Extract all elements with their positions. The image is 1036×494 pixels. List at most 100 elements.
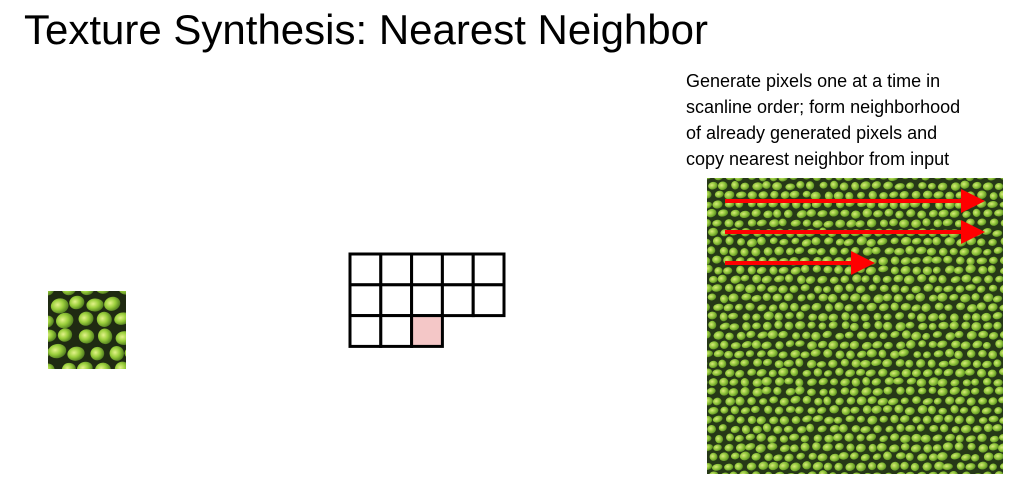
texture-scale xyxy=(824,191,834,201)
texture-scale xyxy=(945,433,955,442)
texture-scale xyxy=(808,452,817,460)
texture-scale xyxy=(735,283,745,292)
texture-scale xyxy=(912,396,921,404)
texture-scale xyxy=(993,246,1003,254)
texture-scale xyxy=(893,377,904,385)
texture-scale xyxy=(707,219,712,227)
texture-scale xyxy=(982,182,994,191)
texture-scale xyxy=(851,359,861,368)
texture-scale xyxy=(757,236,766,246)
texture-scale xyxy=(967,442,976,451)
texture-scale xyxy=(932,444,942,452)
texture-scale xyxy=(829,388,837,397)
texture-scale xyxy=(802,415,812,423)
texture-scale xyxy=(894,404,904,414)
texture-scale xyxy=(785,406,796,413)
texture-scale xyxy=(922,415,932,424)
texture-scale xyxy=(802,331,811,340)
texture-scale xyxy=(713,331,725,340)
texture-scale xyxy=(728,388,739,397)
texture-scale xyxy=(785,274,794,283)
texture-scale xyxy=(745,433,755,441)
grid-cell xyxy=(379,283,414,318)
texture-scale xyxy=(817,425,827,433)
texture-scale xyxy=(983,386,994,395)
texture-scale xyxy=(934,302,944,311)
texture-scale xyxy=(938,209,949,218)
texture-scale xyxy=(734,462,743,471)
texture-scale xyxy=(707,463,713,470)
texture-scale xyxy=(796,311,805,320)
texture-scale xyxy=(709,452,718,461)
texture-scale xyxy=(724,350,734,359)
texture-scale xyxy=(729,471,738,474)
texture-scale xyxy=(835,332,845,340)
grid-cell xyxy=(410,283,444,318)
texture-scale xyxy=(928,209,938,218)
texture-scale xyxy=(764,471,773,474)
texture-scale xyxy=(964,368,975,376)
texture-scale xyxy=(734,435,744,442)
texture-scale xyxy=(976,257,988,265)
texture-scale xyxy=(883,313,892,321)
texture-scale xyxy=(824,303,834,312)
texture-scale xyxy=(50,298,69,314)
texture-scale xyxy=(840,209,850,217)
texture-scale xyxy=(890,302,899,311)
texture-scale xyxy=(987,369,997,378)
texture-scale xyxy=(999,417,1003,424)
texture-scale xyxy=(845,283,855,292)
texture-scale xyxy=(840,387,850,395)
texture-scale xyxy=(879,435,888,443)
texture-scale xyxy=(789,190,800,199)
texture-scale xyxy=(883,386,893,395)
texture-scale xyxy=(713,178,724,181)
texture-scale xyxy=(992,312,1003,320)
texture-scale xyxy=(719,452,729,462)
texture-scale xyxy=(917,453,928,462)
texture-scale xyxy=(711,284,723,292)
texture-scale xyxy=(866,218,877,228)
texture-scale xyxy=(971,405,981,415)
texture-scale xyxy=(860,294,871,303)
texture-scale xyxy=(916,378,927,387)
texture-scale xyxy=(735,443,746,452)
texture-scale xyxy=(833,284,844,294)
texture-scale xyxy=(856,462,867,472)
texture-scale xyxy=(767,435,777,444)
texture-scale xyxy=(872,388,883,396)
texture-scale xyxy=(871,181,882,189)
texture-scale xyxy=(943,368,954,377)
texture-scale xyxy=(795,378,804,387)
texture-scale xyxy=(763,210,773,219)
texture-scale xyxy=(945,178,955,181)
texture-scale xyxy=(895,452,906,460)
texture-scale xyxy=(713,303,724,311)
texture-scale xyxy=(752,313,761,321)
texture-scale xyxy=(61,291,77,296)
texture-scale xyxy=(937,292,948,302)
texture-scale xyxy=(978,265,988,275)
texture-scale xyxy=(735,191,747,199)
texture-scale xyxy=(992,424,1003,432)
texture-scale xyxy=(942,218,953,227)
texture-scale xyxy=(900,266,911,275)
texture-scale xyxy=(723,303,734,312)
description-line: of already generated pixels and xyxy=(686,123,938,143)
texture-scale xyxy=(775,341,784,350)
texture-scale xyxy=(707,284,713,293)
texture-scale xyxy=(999,434,1003,441)
texture-scale xyxy=(829,209,839,217)
texture-scale xyxy=(910,462,920,472)
texture-scale xyxy=(770,190,779,199)
texture-scale xyxy=(774,320,783,330)
texture-scale xyxy=(810,349,821,357)
texture-scale xyxy=(778,285,788,294)
texture-scale xyxy=(917,210,927,219)
texture-scale xyxy=(890,331,900,338)
texture-scale xyxy=(850,452,859,460)
texture-scale xyxy=(783,293,794,302)
texture-scale xyxy=(939,247,948,256)
texture-scale xyxy=(961,321,971,330)
texture-scale xyxy=(879,219,889,228)
